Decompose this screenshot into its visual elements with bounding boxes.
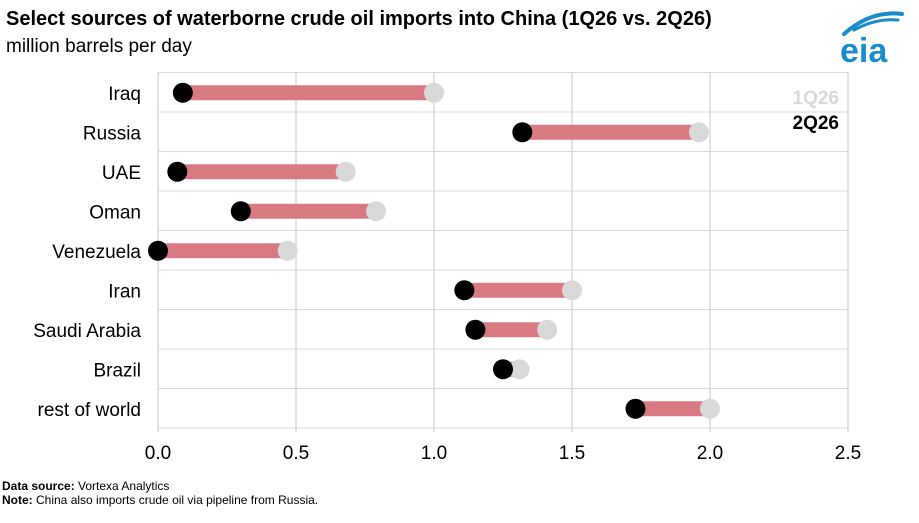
legend: 1Q26 2Q26 xyxy=(793,88,839,134)
point-2q26 xyxy=(230,201,251,222)
point-2q26 xyxy=(172,82,193,103)
point-1q26 xyxy=(277,240,298,261)
point-1q26 xyxy=(509,359,530,380)
point-2q26 xyxy=(148,240,168,261)
point-1q26 xyxy=(366,201,387,222)
point-1q26 xyxy=(537,319,558,340)
category-label: rest of world xyxy=(38,400,141,421)
x-tick-label: 1.5 xyxy=(559,443,585,464)
category-label: Saudi Arabia xyxy=(33,321,141,342)
chart-title: Select sources of waterborne crude oil i… xyxy=(6,8,712,30)
note-text: China also imports crude oil via pipelin… xyxy=(32,493,319,507)
x-tick-label: 2.5 xyxy=(835,443,861,464)
logo-text: eia xyxy=(840,32,888,66)
category-label: Iran xyxy=(108,281,141,302)
category-label: UAE xyxy=(102,163,141,184)
point-2q26 xyxy=(512,122,533,143)
legend-item-2q26: 2Q26 xyxy=(793,113,839,134)
point-2q26 xyxy=(167,161,188,182)
point-2q26 xyxy=(625,398,646,419)
category-label: Brazil xyxy=(93,360,141,381)
category-labels: Iraq Russia UAE Oman Venezuela Iran Saudi Arab… xyxy=(33,84,141,421)
source-text: Vortexa Analytics xyxy=(74,479,170,493)
eia-logo-icon: eia xyxy=(826,8,912,70)
source-label: Data source: xyxy=(2,479,75,493)
point-1q26 xyxy=(335,161,356,182)
x-tick-label: 1.0 xyxy=(421,443,447,464)
note-footnote: Note: China also imports crude oil via p… xyxy=(2,493,318,507)
category-label: Venezuela xyxy=(52,242,141,263)
x-tick-label: 2.0 xyxy=(697,443,723,464)
grid xyxy=(157,72,849,432)
point-2q26 xyxy=(465,319,486,340)
x-tick-label: 0.5 xyxy=(283,443,309,464)
point-2q26 xyxy=(454,280,475,301)
note-label: Note: xyxy=(2,493,33,507)
category-label: Oman xyxy=(89,202,141,223)
x-axis-ticks: 0.0 0.5 1.0 1.5 2.0 2.5 xyxy=(145,443,861,464)
category-label: Russia xyxy=(83,123,142,144)
point-1q26 xyxy=(688,122,709,143)
category-label: Iraq xyxy=(108,84,141,105)
legend-item-1q26: 1Q26 xyxy=(793,88,839,109)
point-1q26 xyxy=(700,398,720,419)
chart-subtitle: million barrels per day xyxy=(6,36,192,57)
point-2q26 xyxy=(493,359,513,380)
point-1q26 xyxy=(424,82,444,103)
dumbbell-chart: Iraq Russia UAE Oman Venezuela Iran Saudi Arab… xyxy=(33,72,861,464)
data-marks xyxy=(148,82,720,419)
point-1q26 xyxy=(562,280,582,301)
x-tick-label: 0.0 xyxy=(145,443,171,464)
data-source-footnote: Data source: Vortexa Analytics xyxy=(2,479,169,493)
